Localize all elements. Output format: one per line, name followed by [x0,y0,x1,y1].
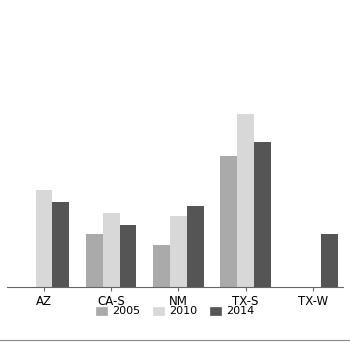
Bar [187,206,204,287]
Bar [153,245,170,287]
Bar [321,234,338,287]
Bar [170,216,187,287]
Bar [52,202,69,287]
Bar [86,234,103,287]
Bar [103,213,120,287]
Bar [36,190,52,287]
Legend: 2005, 2010, 2014: 2005, 2010, 2014 [92,302,258,321]
Bar [220,156,237,287]
Bar [254,142,271,287]
Text: Immigration Defendants Filed in Southwestern Border Districts: Immigration Defendants Filed in Southwes… [0,22,350,32]
Bar [120,225,136,287]
Text: Years Ending March 31: Years Ending March 31 [108,53,242,63]
Bar [237,114,254,287]
